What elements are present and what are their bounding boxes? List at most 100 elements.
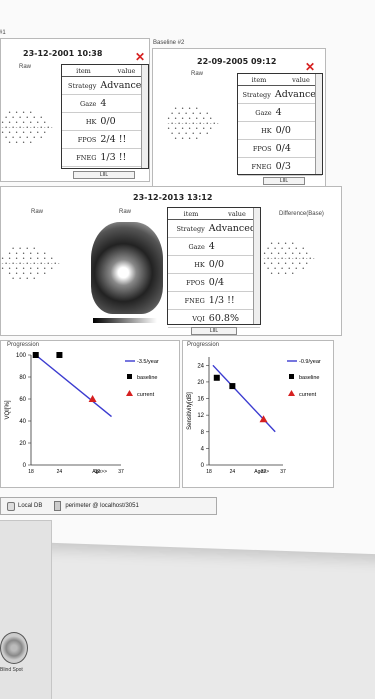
plot-label: Raw: [19, 64, 32, 70]
exam-date: 23-12-2013 13:12: [133, 193, 213, 202]
baseline-point: [213, 374, 220, 381]
x-axis-label: Age>>: [92, 469, 107, 475]
legend-current-swatch: [288, 390, 295, 396]
current-point: [88, 395, 97, 402]
column-header: item: [183, 209, 199, 218]
table-row: FPOS 0/4: [168, 274, 260, 292]
table-row: FNEG 1/3 !!: [62, 149, 148, 167]
visual-field-plot: ∙ ∙ ∙ ∙ ∙ ∙ ∙ ∙ ∙ ∙ ∙ ∙ ∙ ∙ ∙ ∙ ∙ ∙ -∙-∙…: [1, 246, 61, 282]
table-row: HK 0/0: [62, 113, 148, 131]
side-panel: [0, 520, 52, 699]
table-row: FPOS 2/4 !!: [62, 131, 148, 149]
y-tick-label: 100: [16, 353, 27, 359]
x-tick-label: 18: [206, 469, 212, 475]
table-row: HK 0/0: [238, 122, 322, 140]
table-row: VQI 60.8%: [168, 310, 260, 328]
server-icon: [54, 501, 62, 511]
legend-baseline-swatch: [289, 374, 294, 379]
progression-chart-vqi: 0 20 40 60 80 100 18 24 32 37 Age>> VQI[%] -3.5/year…: [5, 352, 159, 475]
grayscale-plot: [91, 222, 163, 314]
y-axis-label: Sensitivity[dB]: [187, 392, 193, 430]
status-bar: Local DB perimeter @ localhost/3051: [0, 497, 217, 515]
table-row: FNEG 0/3: [238, 158, 322, 176]
x-tick-label: 24: [57, 469, 63, 475]
column-header: item: [76, 66, 91, 75]
exam-panel-2[interactable]: Baseline #2 22-09-2005 09:12 ✕ Raw ∙ ∙ ∙…: [152, 40, 326, 192]
y-tick-label: 20: [197, 380, 204, 386]
table-row: Gaze 4: [168, 238, 260, 256]
y-tick-label: 20: [19, 441, 26, 447]
y-tick-label: 40: [19, 419, 26, 425]
close-icon[interactable]: ✕: [135, 50, 146, 64]
y-tick-label: 8: [201, 430, 205, 436]
table-row: FPOS 0/4: [238, 140, 322, 158]
column-header: value: [117, 66, 136, 75]
panel-title: #1: [0, 30, 6, 36]
exam-scroller[interactable]: LIIL: [263, 177, 305, 185]
close-icon[interactable]: ✕: [305, 60, 316, 74]
baseline-point: [229, 383, 236, 390]
y-tick-label: 80: [19, 375, 26, 381]
baseline-point: [32, 352, 39, 358]
legend-baseline-label: baseline: [137, 375, 158, 381]
trend-line: [35, 354, 112, 418]
exam-info-table: item value Strategy Advanced Gaze 4 HK 0/0 F…: [237, 73, 323, 176]
y-tick-label: 4: [201, 446, 205, 452]
visual-field-plot: ∙ ∙ ∙ ∙ ∙ ∙ ∙ ∙ ∙ ∙ ∙ ∙ ∙ ∙ ∙ ∙ ∙ -∙-∙-∙…: [1, 110, 54, 146]
table-row: FNEG 1/3 !!: [168, 292, 260, 310]
table-row: Gaze 4: [62, 95, 148, 113]
x-tick-label: 32: [261, 469, 267, 475]
table-row: Strategy Advanced: [62, 77, 148, 95]
legend-current-label: current: [137, 392, 155, 398]
column-header: item: [251, 75, 267, 84]
exam-scroller[interactable]: LIIL: [73, 171, 135, 179]
plot-label: Raw: [119, 209, 132, 215]
exam-date: 22-09-2005 09:12: [197, 57, 277, 66]
connection-label: perimeter @ localhost/3051: [65, 503, 139, 509]
column-header: value: [292, 75, 310, 84]
blind-spot-icon[interactable]: [0, 632, 28, 664]
exam-date: 23-12-2001 10:38: [23, 49, 103, 58]
visual-field-plot: ∙ ∙ ∙ ∙ ∙ ∙ ∙ ∙ ∙ ∙ ∙ ∙ ∙ ∙ ∙ ∙ ∙ -∙-∙-∙…: [167, 106, 220, 142]
panel-title: Progression: [7, 342, 40, 348]
legend-current-swatch: [126, 390, 133, 396]
plot-label: Difference(Base): [279, 211, 324, 217]
table-row: Gaze 4: [238, 104, 322, 122]
panel-title: Baseline #2: [153, 40, 185, 46]
x-tick-label: 32: [95, 469, 101, 475]
table-row: Strategy Advanced: [238, 86, 322, 104]
exam-panel-1[interactable]: #1 23-12-2001 10:38 ✕ Raw ∙ ∙ ∙ ∙ ∙ ∙ ∙ …: [0, 30, 150, 182]
x-tick-label: 18: [28, 469, 34, 475]
baseline-point: [56, 352, 63, 358]
progression-chart-sensitivity: 0 4 8 12 16 20 24 18 24 32 37 Age>> Sensitivity[dB] -…: [187, 357, 321, 475]
x-tick-label: 24: [230, 469, 236, 475]
database-label: Local DB: [18, 503, 43, 509]
grayscale-legend: [93, 318, 157, 323]
y-axis-label: VQI[%]: [5, 400, 11, 419]
blind-spot-label: Blind Spot: [0, 667, 23, 673]
table-scrollbar[interactable]: [315, 74, 322, 174]
table-row: HK 0/0: [168, 256, 260, 274]
table-row: Strategy Advanced: [168, 220, 260, 238]
legend-current-label: current: [299, 392, 317, 398]
exam-info-table: item value Strategy Advanced Gaze 4 HK 0/0 F…: [167, 207, 261, 328]
current-point: [259, 415, 268, 423]
y-tick-label: 0: [201, 463, 205, 469]
exam-panel-current[interactable]: 23-12-2013 13:12 Raw Raw Difference(Base…: [0, 186, 342, 336]
y-tick-label: 24: [197, 363, 204, 369]
panel-title: Progression: [187, 342, 220, 348]
progression-panel-vqi: Progression 0 20 40 60 80 100 18 24 32 37 Age>> VQI…: [0, 340, 180, 488]
y-tick-label: 16: [197, 397, 204, 403]
table-scrollbar[interactable]: [141, 65, 148, 168]
progression-panel-sensitivity: Progression 0 4 8 12 16 20 24 18 24 32 37 Age>> Sens…: [182, 340, 334, 488]
plot-label: Raw: [31, 209, 44, 215]
y-tick-label: 60: [19, 397, 26, 403]
table-scrollbar[interactable]: [253, 208, 260, 324]
exam-scroller[interactable]: LIIL: [191, 327, 237, 335]
database-icon: [7, 501, 15, 511]
column-header: value: [228, 209, 246, 218]
legend-baseline-label: baseline: [299, 375, 320, 381]
legend-trend-label: -3.5/year: [137, 359, 159, 365]
y-tick-label: 12: [197, 413, 204, 419]
